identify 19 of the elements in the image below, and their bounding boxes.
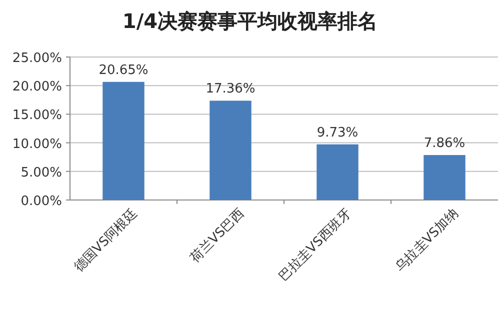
bar bbox=[102, 82, 144, 200]
y-tick-label: 0.00% bbox=[20, 194, 62, 209]
y-tick-label: 20.00% bbox=[12, 80, 62, 95]
x-tick-label: 乌拉圭VS加纳 bbox=[392, 206, 462, 275]
data-label: 9.73% bbox=[316, 125, 358, 140]
y-tick-label: 5.00% bbox=[20, 165, 62, 180]
chart-title: 1/4决赛赛事平均收视率排名 bbox=[122, 9, 378, 33]
y-tick-label: 10.00% bbox=[12, 136, 62, 152]
x-tick-label: 巴拉圭VS西班牙 bbox=[276, 206, 354, 284]
y-tick-label: 25.00% bbox=[12, 51, 62, 66]
x-tick-label: 德国VS阿根廷 bbox=[72, 206, 140, 275]
bar bbox=[210, 100, 252, 200]
bar bbox=[424, 155, 466, 200]
x-tick-label: 荷兰VS巴西 bbox=[188, 206, 248, 266]
data-label: 20.65% bbox=[98, 62, 148, 78]
data-label: 17.36% bbox=[206, 82, 256, 97]
bar bbox=[316, 144, 358, 200]
data-label: 7.86% bbox=[424, 136, 466, 152]
y-tick-label: 15.00% bbox=[12, 108, 62, 124]
